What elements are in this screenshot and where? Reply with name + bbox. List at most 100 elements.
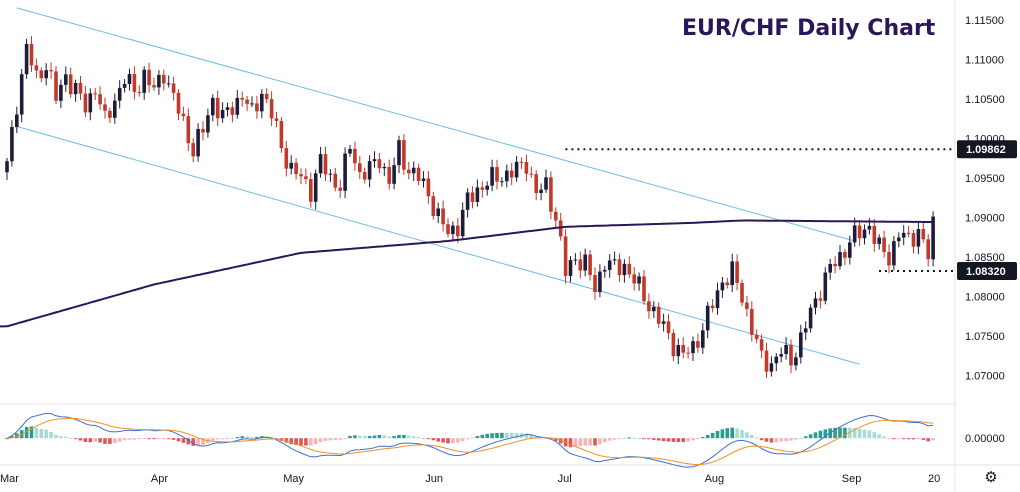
macd-histogram-bar bbox=[122, 438, 127, 441]
candle-body bbox=[284, 148, 289, 169]
candle-body bbox=[779, 354, 783, 357]
macd-histogram-bar bbox=[348, 435, 352, 439]
macd-histogram-bar bbox=[490, 433, 494, 439]
candle-body bbox=[696, 341, 700, 348]
candle-body bbox=[495, 167, 499, 182]
macd-histogram-bar bbox=[906, 438, 911, 440]
macd-histogram-bar bbox=[323, 438, 328, 441]
macd-histogram-bar bbox=[554, 438, 558, 441]
candle-body bbox=[833, 263, 837, 267]
macd-histogram-bar bbox=[113, 438, 117, 444]
macd-histogram-bar bbox=[838, 427, 842, 439]
macd-histogram-bar bbox=[147, 438, 151, 440]
macd-histogram-bar bbox=[730, 427, 734, 439]
macd-histogram-bar bbox=[88, 438, 93, 443]
time-tick-label: Sep bbox=[842, 473, 862, 485]
macd-histogram-bar bbox=[637, 438, 641, 440]
macd-histogram-bar bbox=[318, 438, 323, 443]
macd-histogram-bar bbox=[353, 435, 357, 439]
candle-body bbox=[279, 121, 284, 149]
level-tag-label: 1.09862 bbox=[966, 144, 1006, 156]
macd-histogram-bar bbox=[132, 438, 137, 440]
macd-histogram-bar bbox=[872, 432, 877, 439]
candle-body bbox=[730, 261, 734, 286]
macd-histogram-bar bbox=[299, 438, 303, 446]
candle-body bbox=[607, 260, 612, 270]
macd-histogram-bar bbox=[857, 428, 862, 439]
candle-body bbox=[901, 232, 906, 238]
macd-histogram-bar bbox=[186, 438, 191, 445]
price-tick-label: 1.08000 bbox=[965, 291, 1005, 303]
macd-histogram-bar bbox=[245, 436, 249, 439]
candle-body bbox=[583, 254, 587, 271]
candle-body bbox=[29, 43, 34, 66]
macd-histogram-bar bbox=[166, 438, 171, 440]
level-lines: 1.09862 1.08320 bbox=[565, 140, 1017, 281]
candle-body bbox=[769, 363, 774, 372]
macd-histogram-bar bbox=[362, 435, 367, 439]
macd-histogram-bar bbox=[745, 432, 749, 439]
macd-histogram-bar bbox=[897, 438, 901, 440]
macd-histogram-bar bbox=[715, 430, 720, 439]
macd-histogram-bar bbox=[338, 438, 342, 440]
macd-histogram-bar bbox=[108, 438, 112, 444]
candle-body bbox=[157, 75, 161, 88]
macd-histogram-bar bbox=[916, 438, 921, 440]
price-tick-label: 1.11000 bbox=[965, 54, 1004, 66]
macd-histogram-bar bbox=[505, 432, 509, 439]
macd-pane bbox=[5, 412, 935, 468]
macd-tick-label: 0.00000 bbox=[965, 433, 1005, 445]
candle-body bbox=[823, 272, 828, 301]
candle-body bbox=[343, 153, 347, 191]
ma-line bbox=[0, 219, 932, 328]
macd-histogram-bar bbox=[774, 438, 779, 443]
candle-body bbox=[49, 70, 53, 72]
candle-body bbox=[103, 104, 107, 111]
macd-histogram-bar bbox=[152, 438, 156, 440]
macd-histogram-bar bbox=[671, 438, 676, 442]
macd-histogram-bar bbox=[397, 435, 401, 439]
candle-body bbox=[264, 93, 269, 100]
macd-histogram-bar bbox=[446, 438, 450, 444]
candle-body bbox=[24, 43, 29, 75]
macd-histogram-bar bbox=[225, 438, 230, 440]
price-tick-label: 1.10500 bbox=[965, 94, 1005, 106]
macd-histogram-bar bbox=[598, 438, 602, 445]
macd-histogram-bar bbox=[304, 438, 308, 446]
candle-body bbox=[725, 282, 730, 286]
macd-histogram-bar bbox=[367, 435, 372, 439]
candle-body bbox=[808, 307, 813, 329]
candle-body bbox=[211, 97, 215, 116]
macd-histogram-bar bbox=[485, 433, 489, 439]
candle-body bbox=[34, 65, 39, 71]
candle-body bbox=[485, 185, 489, 190]
macd-histogram-bar bbox=[647, 438, 651, 440]
candle-body bbox=[647, 301, 651, 312]
macd-histogram-bar bbox=[784, 438, 788, 442]
candle-body bbox=[911, 233, 916, 247]
macd-histogram-bar bbox=[171, 438, 176, 440]
candle-body bbox=[338, 187, 342, 191]
time-tick-label: 20 bbox=[928, 473, 940, 485]
gear-icon[interactable]: ⚙ bbox=[984, 469, 998, 486]
macd-histogram-bar bbox=[882, 436, 886, 439]
candle-body bbox=[289, 162, 293, 169]
candle-body bbox=[544, 177, 548, 190]
macd-histogram-bar bbox=[823, 429, 828, 439]
macd-histogram-bar bbox=[59, 436, 63, 439]
candle-body bbox=[255, 103, 259, 112]
candle-body bbox=[64, 74, 68, 85]
time-tick-label: May bbox=[283, 473, 304, 485]
candle-body bbox=[813, 298, 818, 308]
candle-body bbox=[617, 259, 622, 276]
candle-body bbox=[931, 216, 935, 260]
candle-body bbox=[593, 275, 597, 293]
macd-histogram-bar bbox=[656, 438, 661, 441]
macd-histogram-bar bbox=[921, 438, 926, 440]
price-tick-label: 1.11500 bbox=[965, 15, 1004, 27]
candle-body bbox=[407, 169, 411, 174]
candle-body bbox=[652, 306, 656, 312]
macd-histogram-bar bbox=[789, 438, 793, 441]
candle-body bbox=[475, 187, 480, 202]
